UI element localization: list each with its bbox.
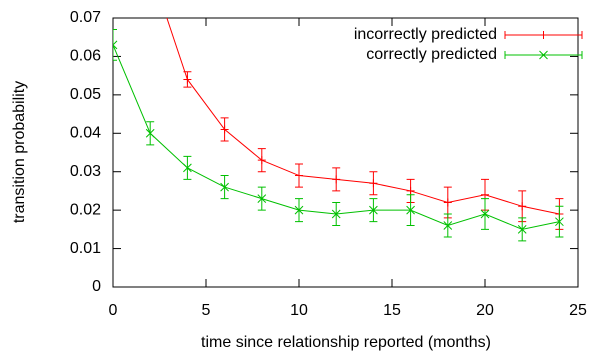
y-tick-label: 0.02 (70, 201, 101, 218)
x-tick-label: 20 (476, 302, 494, 319)
point-marker (220, 125, 229, 134)
x-tick-label: 5 (202, 302, 211, 319)
y-tick-label: 0.07 (70, 9, 101, 26)
y-axis-label: transition probability (11, 81, 28, 223)
point-marker (555, 217, 564, 227)
x-tick-label: 25 (569, 302, 587, 319)
point-marker (183, 163, 192, 173)
point-marker (332, 175, 341, 184)
point-marker (481, 190, 489, 199)
point-marker (406, 205, 415, 215)
plot-frame (112, 17, 579, 288)
point-marker (369, 179, 378, 188)
point-marker (369, 205, 378, 215)
point-marker (220, 182, 229, 192)
point-marker (295, 171, 303, 180)
plot-area (113, 18, 564, 242)
x-tick-label: 15 (383, 302, 401, 319)
point-marker (331, 209, 341, 219)
point-marker (539, 31, 548, 39)
y-tick-label: 0.04 (70, 125, 101, 142)
point-marker (517, 225, 527, 234)
x-tick-label: 0 (109, 302, 118, 319)
point-marker (145, 128, 155, 138)
y-tick-label: 0.01 (70, 240, 101, 257)
point-marker (294, 205, 304, 215)
point-marker (518, 202, 527, 211)
y-tick-label: 0 (92, 278, 101, 295)
point-marker (443, 221, 453, 230)
series-line (113, 44, 560, 230)
point-marker (539, 50, 548, 60)
x-axis-label: time since relationship reported (months… (201, 334, 491, 351)
point-marker (406, 186, 415, 195)
point-marker (257, 156, 266, 165)
point-marker (480, 209, 490, 219)
x-tick-label: 10 (290, 302, 308, 319)
point-marker (443, 198, 452, 207)
y-tick-label: 0.05 (70, 86, 101, 103)
point-marker (113, 40, 118, 50)
error-bar (113, 29, 117, 61)
point-marker (257, 194, 267, 203)
y-tick-label: 0.06 (70, 48, 101, 65)
y-tick-label: 0.03 (70, 163, 101, 180)
point-marker (183, 75, 192, 84)
legend-label: incorrectly predicted (354, 26, 497, 43)
legend-label: correctly predicted (366, 46, 497, 63)
